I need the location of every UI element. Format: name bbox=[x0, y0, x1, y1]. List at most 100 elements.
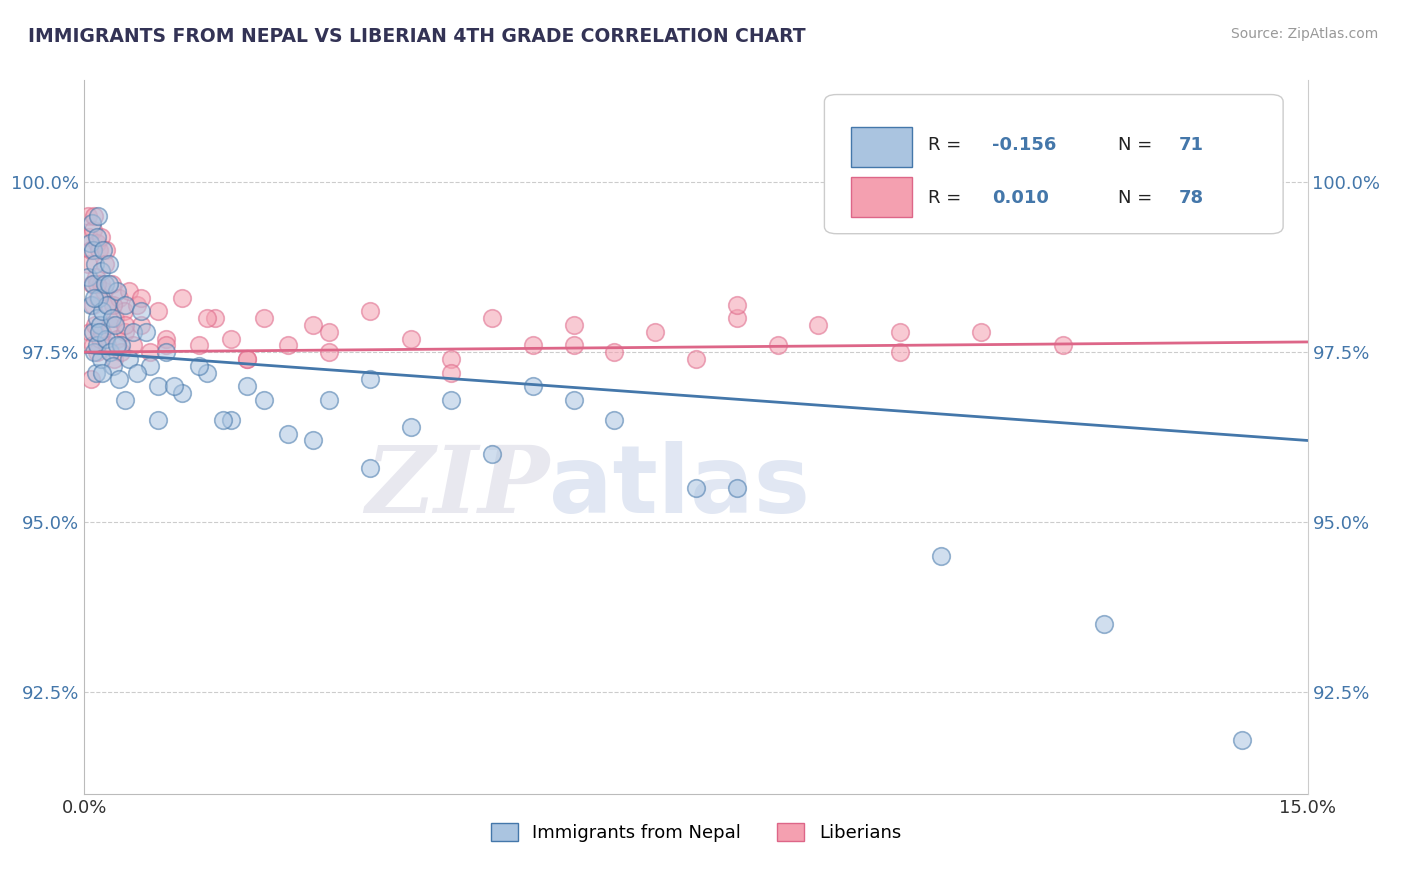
Point bbox=[93, 277, 115, 292]
Text: atlas: atlas bbox=[550, 441, 810, 533]
Point bbox=[481, 311, 503, 326]
Text: 78: 78 bbox=[1180, 189, 1205, 207]
Point bbox=[603, 413, 626, 427]
Point bbox=[318, 392, 340, 407]
Point bbox=[204, 311, 226, 326]
Point bbox=[219, 413, 242, 427]
Point bbox=[90, 351, 112, 366]
Point bbox=[105, 338, 128, 352]
Point bbox=[127, 297, 149, 311]
Point bbox=[146, 304, 169, 318]
Point bbox=[195, 311, 218, 326]
Point bbox=[253, 311, 276, 326]
Point bbox=[195, 366, 218, 380]
Point bbox=[110, 345, 132, 359]
Point bbox=[101, 311, 124, 326]
Point bbox=[82, 325, 104, 339]
Point bbox=[87, 291, 110, 305]
Text: -0.156: -0.156 bbox=[993, 136, 1056, 154]
Point bbox=[83, 345, 105, 359]
Point bbox=[131, 318, 153, 332]
Point bbox=[96, 338, 118, 352]
Point bbox=[301, 318, 323, 332]
Point bbox=[86, 338, 108, 352]
Point bbox=[77, 229, 100, 244]
Point bbox=[82, 243, 104, 257]
Text: 0.010: 0.010 bbox=[993, 189, 1049, 207]
Point bbox=[90, 277, 112, 292]
Point bbox=[112, 304, 135, 318]
Point bbox=[105, 332, 128, 346]
Point bbox=[93, 257, 115, 271]
FancyBboxPatch shape bbox=[824, 95, 1284, 234]
Point bbox=[236, 351, 259, 366]
Point bbox=[138, 359, 160, 373]
Point bbox=[1052, 338, 1074, 352]
Point bbox=[86, 277, 108, 292]
Point bbox=[122, 325, 145, 339]
Point bbox=[807, 318, 830, 332]
Point bbox=[146, 413, 169, 427]
Point bbox=[100, 345, 122, 359]
Point bbox=[83, 209, 105, 223]
Point bbox=[82, 297, 104, 311]
Point bbox=[84, 366, 107, 380]
Point bbox=[105, 284, 128, 298]
Point bbox=[1092, 617, 1115, 632]
Bar bbox=[851, 127, 912, 167]
Point bbox=[766, 338, 789, 352]
Point bbox=[77, 257, 100, 271]
Point bbox=[84, 257, 107, 271]
Point bbox=[79, 325, 101, 339]
Point bbox=[301, 434, 323, 448]
Point bbox=[86, 345, 108, 359]
Point bbox=[84, 270, 107, 285]
Point bbox=[440, 366, 463, 380]
Point bbox=[91, 243, 114, 257]
Point bbox=[929, 549, 952, 563]
Point bbox=[83, 291, 105, 305]
Point bbox=[80, 216, 103, 230]
Point bbox=[163, 379, 186, 393]
Point bbox=[89, 332, 111, 346]
Text: IMMIGRANTS FROM NEPAL VS LIBERIAN 4TH GRADE CORRELATION CHART: IMMIGRANTS FROM NEPAL VS LIBERIAN 4TH GR… bbox=[28, 27, 806, 45]
Point bbox=[562, 392, 585, 407]
Text: N =: N = bbox=[1118, 189, 1159, 207]
Point bbox=[97, 297, 120, 311]
Point bbox=[187, 359, 209, 373]
Point bbox=[77, 270, 100, 285]
Point bbox=[155, 345, 177, 359]
Point bbox=[103, 351, 125, 366]
Text: N =: N = bbox=[1118, 136, 1159, 154]
Text: R =: R = bbox=[928, 189, 967, 207]
Point bbox=[79, 236, 101, 251]
Point bbox=[725, 481, 748, 495]
Point bbox=[277, 426, 299, 441]
Point bbox=[107, 291, 129, 305]
Point bbox=[114, 318, 136, 332]
Point bbox=[155, 332, 177, 346]
Point bbox=[359, 460, 381, 475]
Text: 71: 71 bbox=[1180, 136, 1204, 154]
Point bbox=[84, 318, 107, 332]
Bar bbox=[851, 177, 912, 217]
Point bbox=[82, 338, 104, 352]
Point bbox=[562, 318, 585, 332]
Point bbox=[131, 304, 153, 318]
Point bbox=[87, 325, 110, 339]
Point bbox=[318, 325, 340, 339]
Point bbox=[114, 392, 136, 407]
Point bbox=[359, 304, 381, 318]
Point bbox=[440, 392, 463, 407]
Point bbox=[522, 379, 544, 393]
Text: R =: R = bbox=[928, 136, 967, 154]
Point bbox=[100, 318, 122, 332]
Point bbox=[89, 318, 111, 332]
Point bbox=[86, 311, 108, 326]
Point bbox=[219, 332, 242, 346]
Point bbox=[522, 338, 544, 352]
Point bbox=[172, 385, 194, 400]
Point bbox=[104, 311, 127, 326]
Point bbox=[146, 379, 169, 393]
Point bbox=[481, 447, 503, 461]
